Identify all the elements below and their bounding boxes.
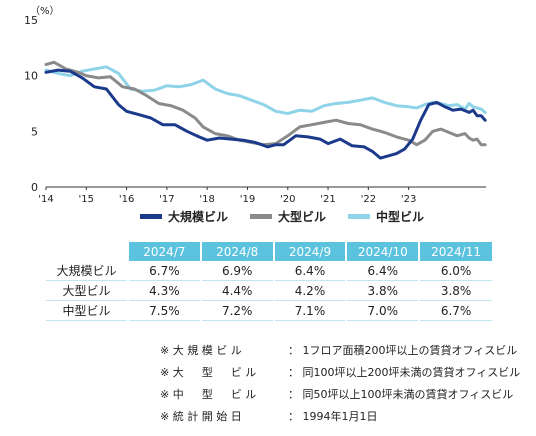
y-unit-label: （%） <box>30 5 60 17</box>
footnote-label: ※ 大 型 ビ ル <box>160 366 257 379</box>
x-tick-label: '17 <box>159 194 174 205</box>
x-tick-label: '21 <box>320 194 335 205</box>
legend-item-large-scale: 大規模ビル <box>140 208 228 225</box>
x-tick-label: '18 <box>199 194 214 205</box>
table-header-row: 2024/7 2024/8 2024/9 2024/10 2024/11 <box>46 242 492 261</box>
table-cell: 4.2% <box>272 280 347 301</box>
table-cell: 6.7% <box>418 300 492 321</box>
legend-label: 大規模ビル <box>168 210 229 224</box>
x-tick-label: '15 <box>79 194 94 205</box>
footnote: ※ 中 型 ビ ル ： 同50坪以上100坪未満の賃貸オフィスビル <box>160 384 520 406</box>
series-line <box>44 68 487 160</box>
row-label: 大型ビル <box>46 280 128 301</box>
footnote: ※ 大 規 模 ビ ル ： 1フロア面積200坪以上の賃貸オフィスビル <box>160 340 520 362</box>
legend-label: 中型ビル <box>376 210 425 224</box>
table-row: 大型ビル 4.3% 4.4% 4.2% 3.8% 3.8% <box>46 280 492 301</box>
table-cell: 3.8% <box>345 280 420 301</box>
legend-swatch <box>250 214 273 219</box>
x-tick-label: '23 <box>401 194 416 205</box>
y-tick-label: 0 <box>31 181 38 194</box>
x-tick-label: '22 <box>361 194 376 205</box>
footnote: ※ 統 計 開 始 日 ： 1994年1月1日 <box>160 406 520 428</box>
legend-swatch <box>348 214 371 219</box>
x-tick-label: '20 <box>280 194 295 205</box>
table-header-cell: 2024/8 <box>199 242 274 261</box>
y-tick-label: 5 <box>31 125 38 138</box>
table-cell: 7.0% <box>345 300 420 321</box>
table-row: 中型ビル 7.5% 7.2% 7.1% 7.0% 6.7% <box>46 300 492 321</box>
table-cell: 6.0% <box>418 261 492 281</box>
vacancy-rate-table: 2024/7 2024/8 2024/9 2024/10 2024/11 大規模… <box>46 242 492 321</box>
table-header-cell: 2024/9 <box>272 242 347 261</box>
table-cell: 4.4% <box>199 280 274 301</box>
table-row: 大規模ビル 6.7% 6.9% 6.4% 6.4% 6.0% <box>46 261 492 281</box>
footnote: ※ 大 型 ビ ル ： 同100坪以上200坪未満の賃貸オフィスビル <box>160 362 520 384</box>
footnote-text: ： 同50坪以上100坪未満の賃貸オフィスビル <box>288 388 514 401</box>
table-cell: 6.7% <box>127 261 201 281</box>
series-line <box>44 65 487 115</box>
table-cell: 6.4% <box>272 261 347 281</box>
table-cell: 6.9% <box>199 261 274 281</box>
row-label: 大規模ビル <box>46 261 128 281</box>
y-tick-label: 15 <box>24 14 38 27</box>
table-header-cell: 2024/10 <box>345 242 420 261</box>
table-cell: 4.3% <box>127 280 201 301</box>
table-cell: 3.8% <box>418 280 492 301</box>
row-label: 中型ビル <box>46 300 128 321</box>
table-cell: 7.1% <box>272 300 347 321</box>
x-tick-label: '14 <box>38 194 53 205</box>
table-header-cell: 2024/7 <box>127 242 201 261</box>
legend-item-large: 大型ビル <box>250 208 326 225</box>
footnote-label: ※ 中 型 ビ ル <box>160 388 257 401</box>
y-tick-label: 10 <box>24 70 38 83</box>
footnote-label: ※ 大 規 模 ビ ル <box>160 344 242 357</box>
table-header-cell: 2024/11 <box>418 242 492 261</box>
table-cell: 6.4% <box>345 261 420 281</box>
footnote-text: ： 1フロア面積200坪以上の賃貸オフィスビル <box>288 344 518 357</box>
legend-label: 大型ビル <box>278 210 327 224</box>
table-cell: 7.2% <box>199 300 274 321</box>
footnote-text: ： 同100坪以上200坪未満の賃貸オフィスビル <box>288 366 521 379</box>
chart-legend: 大規模ビル 大型ビル 中型ビル <box>140 208 424 225</box>
footnotes: ※ 大 規 模 ビ ル ： 1フロア面積200坪以上の賃貸オフィスビル ※ 大 … <box>160 340 520 428</box>
legend-item-medium: 中型ビル <box>348 208 424 225</box>
vacancy-rate-line-chart: （%） 0 5 10 15 '14 '15 '16 '17 '18 '19 '20 '21 '22 '2… <box>24 5 487 205</box>
table-corner-cell <box>46 242 128 261</box>
series-line <box>44 60 487 147</box>
x-tick-label: '16 <box>119 194 134 205</box>
table-cell: 7.5% <box>127 300 201 321</box>
footnote-text: ： 1994年1月1日 <box>288 410 378 423</box>
legend-swatch <box>140 214 162 219</box>
x-tick-label: '19 <box>240 194 255 205</box>
footnote-label: ※ 統 計 開 始 日 <box>160 410 242 423</box>
